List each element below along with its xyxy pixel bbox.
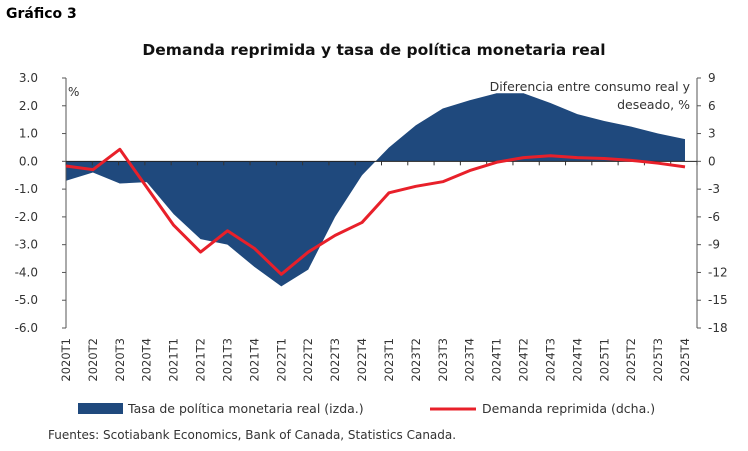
right-tick-label: 0 — [708, 154, 716, 168]
x-tick-label: 2022T2 — [301, 338, 315, 382]
x-tick-label: 2023T2 — [409, 338, 423, 382]
x-tick-label: 2024T2 — [517, 338, 531, 382]
left-tick-label: 1.0 — [19, 127, 38, 141]
x-tick-label: 2022T3 — [328, 338, 342, 382]
legend-label-area: Tasa de política monetaria real (izda.) — [127, 401, 364, 416]
x-tick-label: 2023T3 — [436, 338, 450, 382]
x-tick-label: 2023T1 — [382, 338, 396, 382]
line-series-pent-up-demand — [65, 147, 686, 276]
area-series-policy-rate — [66, 93, 685, 287]
right-tick-label: -9 — [708, 238, 720, 252]
x-tick-label: 2020T4 — [140, 338, 154, 382]
source-note: Fuentes: Scotiabank Economics, Bank of C… — [48, 428, 457, 442]
left-tick-label: 3.0 — [19, 71, 38, 85]
x-tick-label: 2021T1 — [167, 338, 181, 382]
left-axis-unit: % — [68, 85, 79, 99]
right-tick-label: -15 — [708, 293, 728, 307]
right-axis-label-line1: Diferencia entre consumo real y — [490, 79, 691, 94]
right-tick-label: -3 — [708, 182, 720, 196]
x-tick-label: 2024T1 — [490, 338, 504, 382]
left-tick-label: -4.0 — [15, 265, 38, 279]
x-tick-label: 2020T2 — [86, 338, 100, 382]
legend-label-line: Demanda reprimida (dcha.) — [482, 401, 655, 416]
x-tick-label: 2022T1 — [274, 338, 288, 382]
x-tick-label: 2023T4 — [463, 338, 477, 382]
left-tick-label: 0.0 — [19, 154, 38, 168]
x-tick-label: 2025T2 — [624, 338, 638, 382]
left-tick-label: -3.0 — [15, 238, 38, 252]
x-tick-label: 2025T4 — [678, 338, 692, 382]
right-tick-label: 9 — [708, 71, 716, 85]
x-tick-label: 2020T1 — [59, 338, 73, 382]
x-tick-label: 2022T4 — [355, 338, 369, 382]
right-tick-label: 3 — [708, 127, 716, 141]
left-tick-label: -5.0 — [15, 293, 38, 307]
right-tick-label: 6 — [708, 99, 716, 113]
right-tick-label: -6 — [708, 210, 720, 224]
x-tick-label: 2020T3 — [113, 338, 127, 382]
left-tick-label: 2.0 — [19, 99, 38, 113]
x-tick-label: 2024T3 — [543, 338, 557, 382]
left-tick-label: -2.0 — [15, 210, 38, 224]
x-tick-label: 2021T4 — [247, 338, 261, 382]
figure-label: Gráfico 3 — [6, 6, 77, 22]
left-tick-label: -1.0 — [15, 182, 38, 196]
x-tick-label: 2021T3 — [220, 338, 234, 382]
x-tick-label: 2024T4 — [570, 338, 584, 382]
right-tick-label: -18 — [708, 321, 728, 335]
legend-swatch-area — [78, 403, 123, 414]
x-tick-label: 2021T2 — [194, 338, 208, 382]
chart-title: Demanda reprimida y tasa de política mon… — [142, 41, 606, 59]
x-tick-label: 2025T1 — [597, 338, 611, 382]
right-axis-label-line2: deseado, % — [617, 97, 690, 112]
left-tick-label: -6.0 — [15, 321, 38, 335]
right-tick-label: -12 — [708, 265, 728, 279]
x-tick-label: 2025T3 — [651, 338, 665, 382]
